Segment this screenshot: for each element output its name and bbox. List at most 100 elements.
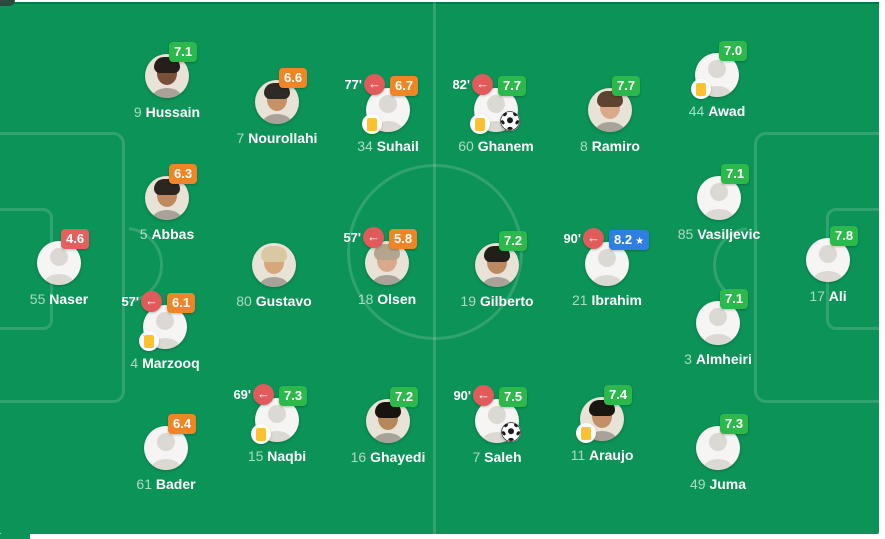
rating-value: 4.6	[66, 231, 85, 246]
rating-badge: 7.3	[720, 414, 749, 434]
avatar-body-shape	[152, 210, 182, 220]
avatar-body-shape	[595, 122, 625, 132]
player-number: 80	[236, 293, 252, 309]
player-number: 19	[460, 293, 476, 309]
player-ibrahim[interactable]: 90' ← 8.2 ★ 21 Ibrahim	[527, 216, 687, 316]
center-circle	[347, 164, 523, 340]
rating-value: 6.3	[174, 166, 193, 181]
rating-badge: 7.2	[390, 387, 419, 407]
avatar-body-shape	[703, 334, 733, 345]
player-name: Naqbi	[267, 448, 307, 464]
rating-badge: 7.0	[719, 41, 748, 61]
player-label: 44 Awad	[637, 103, 797, 119]
avatar-body-shape	[262, 431, 292, 442]
player-label: 61 Bader	[86, 476, 246, 492]
rating-value: 7.4	[609, 387, 628, 402]
yellow-card-icon	[691, 79, 711, 99]
sub-off-icon: ←	[473, 385, 494, 406]
player-name: Olsen	[377, 291, 417, 307]
rating-badge: 4.6	[61, 229, 90, 249]
player-ramiro[interactable]: 7.7 8 Ramiro	[530, 62, 690, 162]
avatar-body-shape	[372, 275, 402, 285]
avatar-head-shape	[157, 433, 175, 451]
penalty-box-right	[754, 132, 879, 403]
player-bader[interactable]: 6.4 61 Bader	[86, 400, 246, 500]
player-number: 9	[133, 104, 142, 120]
player-ghanem[interactable]: 82' ← 7.7 60 Ghanem	[416, 62, 576, 162]
rating-badge: 7.1	[169, 42, 198, 62]
rating-badge: 8.2 ★	[609, 230, 650, 250]
player-ghayedi[interactable]: 7.2 16 Ghayedi	[308, 373, 468, 473]
sub-off-icon: ←	[253, 384, 274, 405]
pitch-top-edge	[0, 2, 879, 4]
rating-badge: 5.8	[389, 229, 418, 249]
player-suhail[interactable]: 77' ← 6.7 34 Suhail	[308, 62, 468, 162]
rating-badge: 6.4	[168, 414, 197, 434]
player-name: Marzooq	[142, 355, 200, 371]
player-saleh[interactable]: 90' ← 7.5 7 Saleh	[417, 373, 577, 473]
sub-off-minute: 82'	[452, 77, 470, 92]
player-ali[interactable]: 7.8 17 Ali	[748, 212, 885, 312]
yellow-card-icon	[362, 114, 382, 134]
avatar-head-shape	[710, 183, 728, 201]
rating-badge: 6.6	[279, 68, 308, 88]
player-number: 11	[570, 447, 586, 463]
player-number: 7	[472, 449, 481, 465]
player-name: Abbas	[151, 226, 195, 242]
sub-off-icon: ←	[363, 227, 384, 248]
player-almheiri[interactable]: 7.1 3 Almheiri	[638, 275, 798, 375]
player-naser[interactable]: 4.6 55 Naser	[0, 215, 139, 315]
player-name: Almheiri	[695, 351, 752, 367]
motm-star-icon: ★	[635, 236, 645, 247]
avatar-body-shape	[704, 209, 734, 220]
player-name: Suhail	[376, 138, 419, 154]
avatar-body-shape	[481, 121, 511, 132]
player-label: 9 Hussain	[87, 104, 247, 120]
rating-badge: 7.7	[498, 76, 527, 96]
sub-off-minute: 77'	[344, 77, 362, 92]
rating-badge: 7.1	[720, 289, 749, 309]
player-name: Ramiro	[591, 138, 640, 154]
player-gilberto[interactable]: 7.2 19 Gilberto	[417, 217, 577, 317]
player-hussain[interactable]: 7.1 9 Hussain	[87, 28, 247, 128]
rating-value: 8.2	[614, 232, 633, 247]
player-name: Gilberto	[479, 293, 534, 309]
player-avatar	[696, 426, 740, 470]
player-label: 19 Gilberto	[417, 293, 577, 309]
player-marzooq[interactable]: 57' ← 6.1 4 Marzooq	[85, 279, 245, 379]
player-label: 8 Ramiro	[530, 138, 690, 154]
sub-off-minute: 69'	[233, 387, 251, 402]
avatar-head-shape	[156, 312, 174, 330]
player-number: 44	[688, 103, 705, 119]
rating-badge: 6.1	[167, 293, 196, 313]
player-name: Awad	[708, 103, 746, 119]
sub-off-minute: 57'	[343, 230, 361, 245]
player-olsen[interactable]: 57' ← 5.8 18 Olsen	[307, 215, 467, 315]
player-abbas[interactable]: 6.3 5 Abbas	[87, 150, 247, 250]
player-label: 49 Juma	[638, 476, 798, 492]
player-awad[interactable]: 7.0 44 Awad	[637, 27, 797, 127]
player-gustavo[interactable]: 80 Gustavo	[194, 217, 354, 317]
sub-off-minute: 57'	[121, 294, 139, 309]
player-label: 55 Naser	[0, 291, 139, 307]
avatar-body-shape	[482, 432, 512, 443]
player-naqbi[interactable]: 69' ← 7.3 15 Naqbi	[197, 372, 357, 472]
player-number: 61	[136, 476, 152, 492]
sub-off-icon: ←	[141, 291, 162, 312]
player-juma[interactable]: 7.3 49 Juma	[638, 400, 798, 500]
player-label: 11 Araujo	[522, 447, 682, 463]
player-number: 8	[580, 138, 588, 154]
player-vasiljevic[interactable]: 7.1 85 Vasiljevic	[639, 150, 799, 250]
avatar-body-shape	[152, 88, 182, 98]
avatar-head-shape	[488, 406, 506, 424]
player-number: 4	[130, 355, 139, 371]
player-araujo[interactable]: 7.4 11 Araujo	[522, 371, 682, 471]
rating-badge: 7.1	[721, 164, 750, 184]
player-label: 15 Naqbi	[197, 448, 357, 464]
player-name: Juma	[709, 476, 747, 492]
rating-value: 7.1	[174, 44, 193, 59]
player-nourollahi[interactable]: 6.6 7 Nourollahi	[197, 54, 357, 154]
player-avatar	[366, 88, 410, 132]
player-name: Nourollahi	[248, 130, 318, 146]
